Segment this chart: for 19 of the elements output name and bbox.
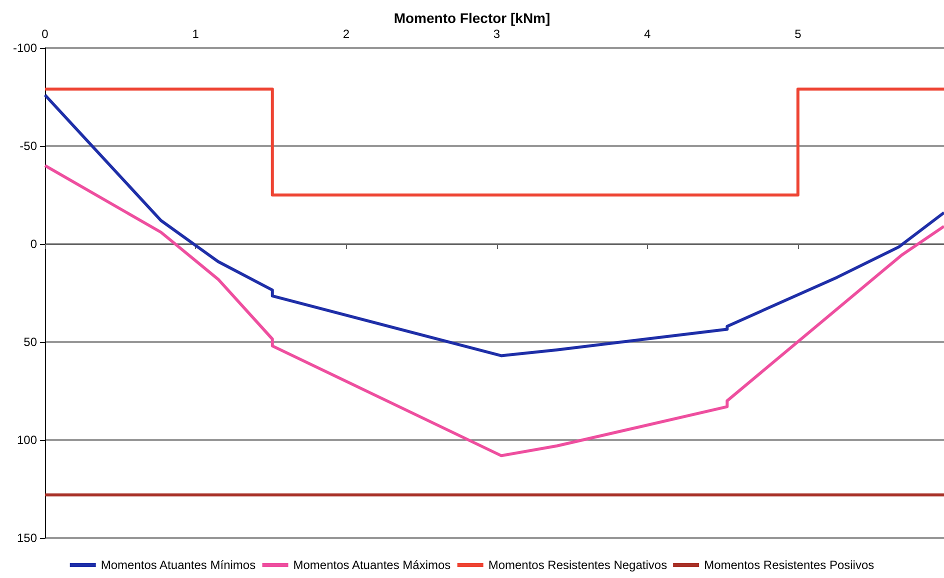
y-tick-label: 0	[30, 237, 38, 251]
legend-label: Momentos Resistentes Posiivos	[704, 558, 874, 572]
legend-label: Momentos Resistentes Negativos	[488, 558, 668, 572]
x-tick-label: 0	[42, 27, 49, 41]
y-tick-label: 100	[16, 433, 38, 447]
legend-label: Momentos Atuantes Mínimos	[100, 558, 256, 572]
y-tick-label: 150	[16, 531, 38, 545]
line-series	[44, 94, 944, 358]
y-tick-label: -50	[20, 139, 38, 153]
x-tick-label: 5	[794, 27, 802, 41]
x-tick-label: 4	[644, 27, 651, 41]
y-tick-label: -100	[12, 41, 38, 55]
chart-title: Momento Flector [kNm]	[394, 10, 550, 26]
x-tick-label: 1	[192, 27, 200, 41]
y-tick-label: 50	[24, 335, 38, 349]
x-tick-label: 3	[493, 27, 500, 41]
line-series	[44, 164, 944, 458]
x-tick-label: 2	[342, 27, 350, 41]
legend-label: Momentos Atuantes Máximos	[293, 558, 451, 572]
